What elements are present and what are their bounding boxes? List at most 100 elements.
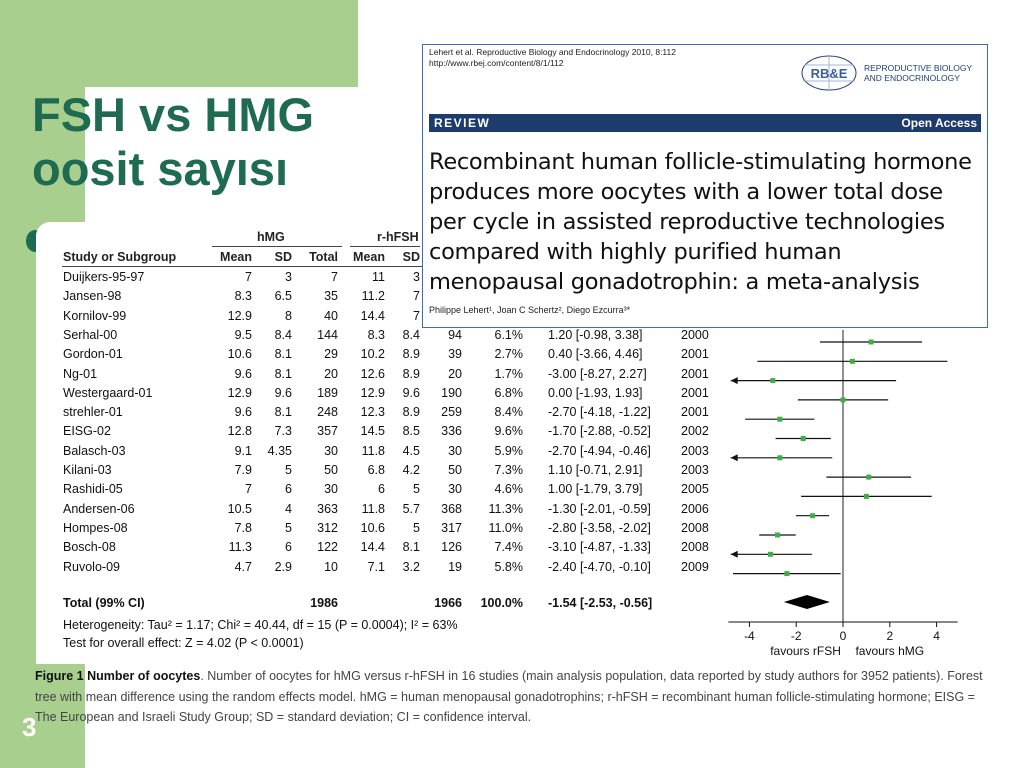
cell-sd-hmg: 8.1	[274, 366, 292, 381]
table-row: Duijkers-95-97 7 3 7 11 3	[62, 270, 722, 289]
rbe-logo-icon: RB&E	[801, 55, 857, 91]
cell-mean-hmg: 9.6	[234, 405, 252, 420]
cell-total-hmg: 122	[317, 540, 338, 555]
table-row: EISG-02 12.8 7.3 357 14.5 8.5 336 9.6% -1.70 [-2…	[62, 424, 722, 443]
cell-ci: 0.40 [-3.66, 4.46]	[548, 347, 643, 362]
slide-title-line1: FSH vs HMG	[32, 88, 315, 141]
cell-sd-fsh: 5	[413, 520, 420, 535]
cell-mean-hmg: 4.7	[234, 559, 252, 574]
cell-sd-fsh: 8.9	[402, 347, 420, 362]
group2-header: r-hFSH	[377, 230, 419, 244]
cell-total-fsh: 190	[441, 385, 462, 400]
cell-sd-fsh: 5	[413, 482, 420, 497]
cell-mean-hmg: 10.6	[227, 347, 252, 362]
cell-mean-hmg: 10.5	[227, 501, 252, 516]
cell-mean-fsh: 10.6	[360, 520, 385, 535]
cell-mean-fsh: 11.8	[361, 501, 385, 516]
table-row: Gordon-01 10.6 8.1 29 10.2 8.9 39 2.7% 0.40 [-3.…	[62, 347, 722, 366]
cell-weight: 4.6%	[494, 482, 524, 497]
cell-year: 2005	[681, 482, 709, 497]
cell-ci: -2.70 [-4.18, -1.22]	[548, 405, 651, 420]
cell-total-fsh: 39	[448, 347, 462, 362]
table-row: Kilani-03 7.9 5 50 6.8 4.2 50 7.3% 1.10 [-0.71, …	[62, 463, 722, 482]
cell-weight: 5.8%	[494, 559, 524, 574]
cell-mean-fsh: 12.6	[360, 366, 385, 381]
table-row: Andersen-06 10.5 4 363 11.8 5.7 368 11.3% -1.30 …	[62, 502, 722, 521]
cell-sd-hmg: 6	[285, 482, 292, 497]
cell-weight: 7.3%	[494, 463, 524, 477]
cell-total-hmg: 357	[317, 424, 338, 439]
citation: Lehert et al. Reproductive Biology and E…	[429, 47, 676, 69]
cell-sd-hmg: 4.35	[267, 443, 292, 458]
cell-ci: -1.70 [-2.88, -0.52]	[548, 424, 651, 439]
cell-total-hmg: 144	[317, 327, 338, 342]
cell-mean-fsh: 14.4	[360, 308, 385, 323]
table-row: Kornilov-99 12.9 8 40 14.4 7	[62, 309, 722, 328]
col-sd1-header: SD	[274, 250, 292, 264]
point-estimate	[810, 513, 816, 519]
cell-mean-hmg: 9.1	[234, 443, 252, 458]
cell-mean-hmg: 7	[245, 270, 252, 284]
cell-ci: -1.30 [-2.01, -0.59]	[548, 501, 651, 516]
cell-total-hmg: 30	[324, 482, 338, 497]
cell-ci: -2.40 [-4.70, -0.10]	[548, 559, 651, 574]
pooled-diamond	[783, 595, 830, 609]
cell-weight: 1.7%	[494, 366, 524, 381]
x-label-left: favours rFSH	[770, 644, 841, 658]
slide-title: FSH vs HMG oosit sayısı	[32, 88, 362, 196]
cell-mean-hmg: 11.3	[228, 540, 252, 555]
cell-weight: 5.9%	[494, 443, 524, 458]
cell-sd-hmg: 6.5	[274, 289, 292, 304]
cell-total-hmg: 20	[324, 366, 338, 381]
cell-sd-hmg: 8.1	[274, 347, 292, 362]
overall-effect-text: Test for overall effect: Z = 4.02 (P < 0…	[63, 636, 304, 650]
col-mean2-header: Mean	[353, 250, 385, 264]
col-sd2-header: SD	[402, 250, 420, 264]
ci-arrow	[730, 550, 738, 558]
x-tick-label: -2	[791, 629, 802, 643]
total-weight: 100.0%	[480, 596, 523, 610]
total-label: Total (99% CI)	[63, 596, 145, 610]
cell-total-hmg: 189	[317, 385, 338, 400]
point-estimate	[866, 474, 872, 480]
total-ci: -1.54 [-2.53, -0.56]	[548, 596, 653, 610]
cell-total-hmg: 248	[317, 405, 338, 420]
table-row: Bosch-08 11.3 6 122 14.4 8.1 126 7.4% -3.10 [-4.…	[62, 540, 722, 559]
cell-study: Ng-01	[63, 366, 98, 381]
point-estimate	[863, 493, 869, 499]
open-access-label: Open Access	[901, 116, 977, 130]
point-estimate	[849, 358, 855, 364]
cell-sd-hmg: 5	[285, 520, 292, 535]
cell-mean-fsh: 14.5	[360, 424, 385, 439]
cell-weight: 6.1%	[494, 327, 524, 342]
point-estimate	[868, 339, 874, 345]
paper-header-box: Lehert et al. Reproductive Biology and E…	[422, 44, 988, 328]
ci-arrow	[730, 454, 738, 462]
slide-number: 3	[22, 712, 37, 742]
point-estimate	[767, 551, 773, 557]
cell-total-fsh: 368	[441, 501, 462, 516]
col-total1-header: Total	[309, 250, 338, 264]
cell-sd-hmg: 8.1	[274, 405, 292, 420]
cell-sd-hmg: 7.3	[274, 424, 292, 439]
citation-line2: http://www.rbej.com/content/8/1/112	[429, 58, 564, 68]
cell-study: Ruvolo-09	[63, 559, 120, 574]
cell-mean-fsh: 14.4	[360, 540, 385, 555]
cell-sd-fsh: 8.1	[402, 540, 420, 555]
cell-study: Hompes-08	[63, 520, 128, 535]
cell-ci: 1.10 [-0.71, 2.91]	[548, 463, 643, 477]
cell-total-fsh: 30	[448, 443, 462, 458]
cell-year: 2003	[681, 443, 709, 458]
cell-ci: -3.00 [-8.27, 2.27]	[548, 366, 647, 381]
cell-mean-hmg: 7.9	[234, 463, 252, 477]
cell-ci: 1.20 [-0.98, 3.38]	[548, 327, 643, 342]
cell-sd-fsh: 8.9	[402, 366, 420, 381]
cell-ci: -2.70 [-4.94, -0.46]	[548, 443, 651, 458]
total-row: Total (99% CI) 1986 1966 100.0% -1.54 [-…	[62, 596, 722, 615]
cell-year: 2009	[681, 559, 709, 574]
cell-study: Andersen-06	[63, 501, 135, 516]
x-tick-label: 4	[933, 629, 940, 643]
cell-study: Gordon-01	[63, 347, 123, 362]
cell-mean-fsh: 11.8	[361, 443, 385, 458]
total-n1: 1986	[310, 596, 338, 610]
